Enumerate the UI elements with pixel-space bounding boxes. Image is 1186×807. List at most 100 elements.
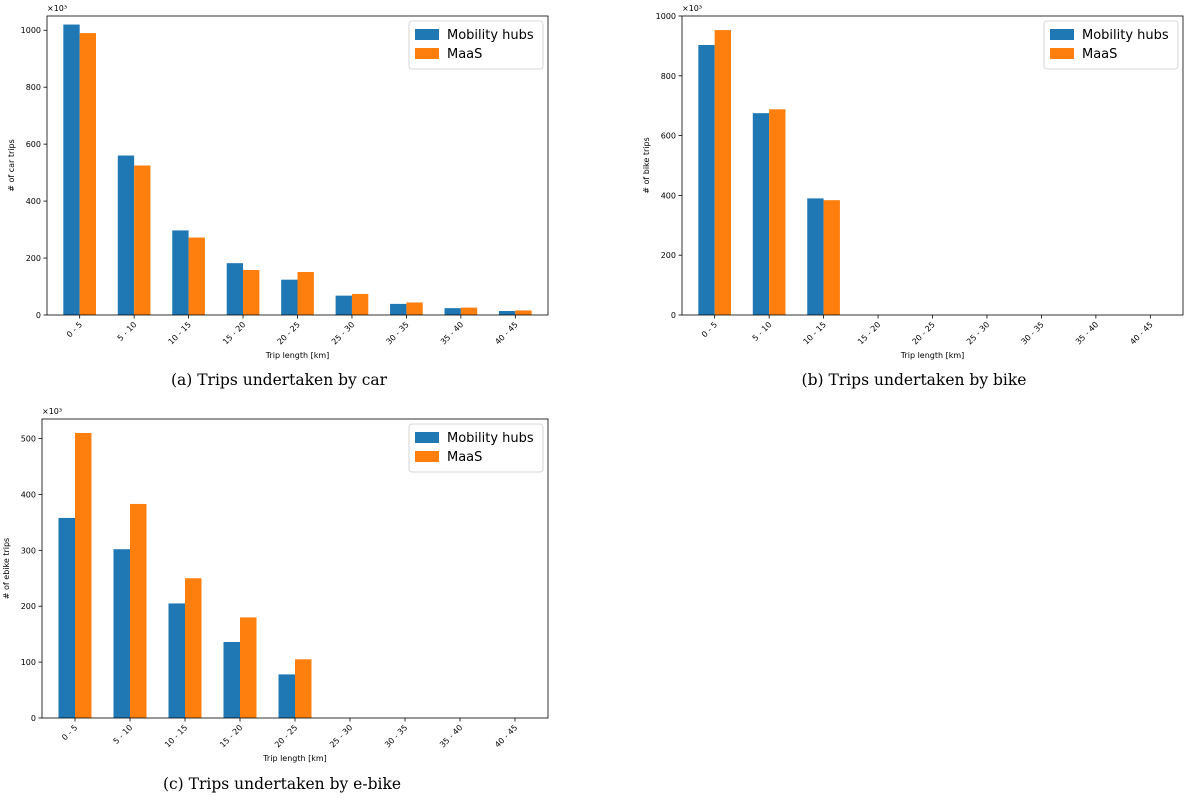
bar-mobility-hubs [390, 303, 407, 315]
x-tick-label: 40 - 45 [493, 320, 519, 346]
x-tick-label: 25 - 30 [328, 723, 354, 749]
chart-svg: 0 100 200 300 400 500 ×10³ 0 - 5 5 - 10 10 - 15 15… [2, 407, 549, 763]
legend-box [408, 423, 544, 473]
bar-maas [295, 659, 312, 718]
x-tick-label: 5 - 10 [116, 320, 139, 343]
y-tick-label: 500 [21, 435, 36, 444]
bar-mobility-hubs [278, 674, 295, 718]
x-axis-label: Trip length [km] [262, 754, 327, 763]
bar-mobility-hubs [752, 113, 770, 315]
legend-label: MaaS [447, 450, 482, 465]
scale-label: ×10³ [47, 4, 67, 13]
x-tick-label: 35 - 40 [439, 320, 465, 346]
chart-car-trips: 0 200 400 600 800 1000 ×10³ 0 - 5 5 - 10 10 - 15 1… [1, 4, 552, 377]
y-tick-label: 200 [661, 251, 676, 260]
legend: Mobility hubs MaaS [408, 423, 544, 473]
caption-ebike: (c) Trips undertaken by e-bike [162, 775, 402, 793]
chart-bike-trips: 0 200 400 600 800 1000 ×10³ 0 - 5 5 - 10 10 - 15 1… [636, 4, 1186, 377]
legend-label: MaaS [1082, 47, 1117, 62]
bar-maas [185, 578, 202, 718]
chart-svg: 0 200 400 600 800 1000 ×10³ 0 - 5 5 - 10 10 - 15 1… [7, 4, 549, 360]
x-tick-label: 0 - 5 [65, 320, 84, 339]
x-tick-label: 30 - 35 [1019, 320, 1045, 346]
bar-mobility-hubs [444, 308, 461, 315]
bar-maas [515, 310, 532, 315]
x-tick-label: 10 - 15 [163, 723, 189, 749]
bar-mobility-hubs [223, 641, 240, 718]
x-axis-label: Trip length [km] [265, 351, 330, 360]
y-tick-label: 1000 [656, 12, 676, 21]
y-tick-label: 300 [21, 546, 36, 555]
x-tick-label: 30 - 35 [383, 723, 409, 749]
y-axis-label: # of bike trips [642, 137, 651, 194]
bar-maas [351, 293, 369, 315]
bar-maas [460, 307, 478, 315]
x-tick-label: 10 - 15 [167, 320, 193, 346]
bar-mobility-hubs [335, 295, 352, 315]
y-tick-label: 200 [26, 254, 41, 263]
bar-maas [823, 200, 840, 315]
legend-label: Mobility hubs [1082, 28, 1169, 43]
bar-mobility-hubs [807, 198, 824, 315]
bar-mobility-hubs [498, 311, 516, 315]
y-tick-label: 800 [26, 83, 41, 92]
x-tick-label: 15 - 20 [856, 320, 882, 346]
chart-ebike-trips: 0 100 200 300 400 500 ×10³ 0 - 5 5 - 10 10 - 15 15… [0, 407, 552, 780]
y-tick-label: 400 [26, 197, 41, 206]
legend-swatch [415, 432, 439, 443]
bar-maas [130, 503, 147, 718]
bar-mobility-hubs [117, 155, 135, 315]
bar-maas [75, 432, 92, 718]
legend-label: Mobility hubs [447, 431, 534, 446]
x-tick-label: 15 - 20 [221, 320, 247, 346]
legend-swatch [1050, 29, 1074, 40]
bar-maas [297, 272, 314, 315]
bar-maas [240, 617, 257, 718]
x-tick-label: 30 - 35 [384, 320, 410, 346]
y-tick-label: 600 [661, 132, 676, 141]
legend-swatch [415, 29, 439, 40]
bar-mobility-hubs [168, 603, 185, 718]
y-tick-label: 800 [661, 72, 676, 81]
y-tick-label: 200 [21, 602, 36, 611]
caption-bike: (b) Trips undertaken by bike [801, 371, 1027, 389]
bar-mobility-hubs [58, 517, 75, 718]
legend: Mobility hubs MaaS [1043, 20, 1179, 70]
x-tick-label: 5 - 10 [751, 320, 774, 343]
y-tick-label: 400 [661, 191, 676, 200]
y-axis-label: # of ebike trips [2, 538, 11, 599]
x-tick-label: 0 - 5 [700, 320, 719, 339]
x-tick-label: 25 - 30 [330, 320, 356, 346]
y-axis-label: # of car trips [7, 139, 16, 192]
x-tick-label: 20 - 25 [273, 723, 299, 749]
y-tick-label: 600 [26, 140, 41, 149]
x-tick-label: 40 - 45 [493, 723, 519, 749]
y-tick-label: 0 [31, 714, 36, 723]
legend: Mobility hubs MaaS [408, 20, 544, 70]
legend-swatch [415, 451, 439, 462]
scale-label: ×10³ [682, 4, 702, 13]
bar-maas [79, 33, 97, 315]
y-tick-label: 100 [21, 658, 36, 667]
bar-maas [406, 302, 423, 315]
bar-maas [714, 30, 732, 315]
bar-maas [188, 237, 205, 315]
y-tick-label: 0 [36, 311, 41, 320]
bar-mobility-hubs [172, 230, 189, 315]
x-tick-label: 5 - 10 [112, 723, 135, 746]
bar-maas [134, 165, 151, 315]
x-tick-label: 0 - 5 [60, 723, 79, 742]
bar-maas [769, 109, 786, 316]
x-tick-label: 25 - 30 [965, 320, 991, 346]
legend-swatch [1050, 48, 1074, 59]
chart-svg: 0 200 400 600 800 1000 ×10³ 0 - 5 5 - 10 10 - 15 1… [642, 4, 1184, 360]
x-tick-label: 20 - 25 [911, 320, 937, 346]
bar-mobility-hubs [113, 549, 130, 718]
x-tick-label: 40 - 45 [1128, 320, 1154, 346]
x-tick-label: 35 - 40 [438, 723, 464, 749]
bar-mobility-hubs [63, 24, 80, 316]
bar-mobility-hubs [281, 279, 298, 315]
legend-label: Mobility hubs [447, 28, 534, 43]
legend-swatch [415, 48, 439, 59]
legend-box [408, 20, 544, 70]
